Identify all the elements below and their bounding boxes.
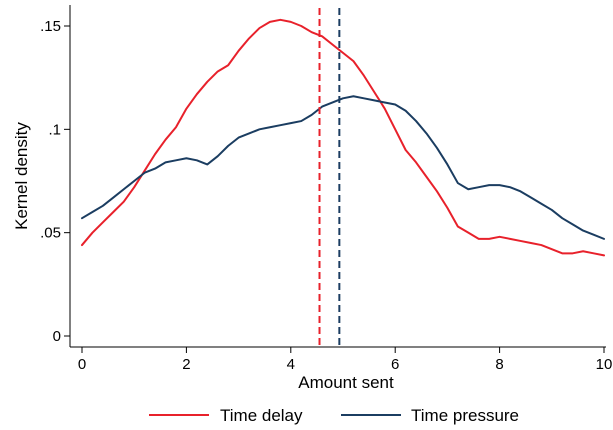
legend-label-1: Time delay [220, 406, 303, 425]
x-tick-label: 2 [182, 356, 190, 373]
legend-label-2: Time pressure [411, 406, 519, 425]
y-axis-label: Kernel density [12, 122, 31, 230]
y-ticks: 0 .05 .1 .15 [40, 18, 70, 345]
x-ticks: 0 2 4 6 8 10 [78, 347, 613, 373]
y-tick-label: .1 [48, 121, 61, 138]
x-tick-label: 6 [391, 356, 399, 373]
x-tick-label: 10 [596, 356, 613, 373]
series-line-1 [81, 18, 605, 257]
legend: Time delay Time pressure [149, 406, 519, 425]
x-tick-label: 0 [78, 356, 86, 373]
x-axis-label: Amount sent [298, 373, 394, 392]
y-tick-label: .15 [40, 18, 61, 35]
y-tick-label: 0 [53, 328, 61, 345]
mean-lines-group [318, 8, 341, 347]
axes [69, 5, 606, 348]
series-line-2 [81, 95, 605, 240]
x-tick-label: 8 [495, 356, 503, 373]
series-group [81, 18, 605, 257]
y-tick-label: .05 [40, 225, 61, 242]
x-tick-label: 4 [287, 356, 295, 373]
